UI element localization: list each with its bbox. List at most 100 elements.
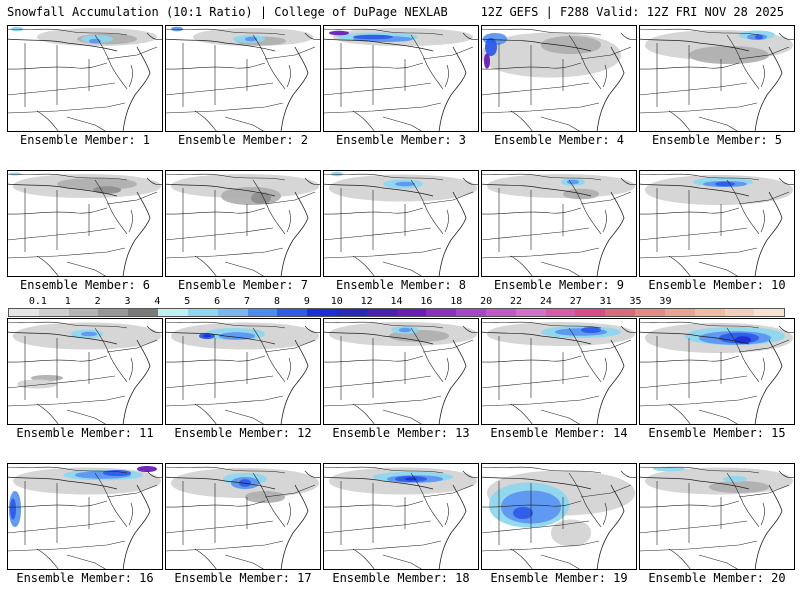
snowfall-map (481, 463, 637, 570)
legend-color-swatch (187, 309, 218, 316)
ensemble-member-panel: Ensemble Member: 7 (165, 170, 321, 320)
ensemble-member-panel: Ensemble Member: 5 (639, 25, 795, 175)
legend-tick-label: 4 (154, 296, 161, 307)
panel-label: Ensemble Member: 18 (332, 571, 470, 585)
ensemble-member-panel: Ensemble Member: 19 (481, 463, 637, 613)
snowfall-map (481, 170, 637, 277)
snowfall-map (639, 318, 795, 425)
legend-color-swatch (664, 309, 695, 316)
legend-color-swatch (605, 309, 636, 316)
ensemble-member-panel: Ensemble Member: 6 (7, 170, 163, 320)
panel-label: Ensemble Member: 10 (648, 278, 786, 292)
panel-label: Ensemble Member: 17 (174, 571, 312, 585)
ensemble-member-panel: Ensemble Member: 10 (639, 170, 795, 320)
map-title: Snowfall Accumulation (10:1 Ratio) | Col… (7, 5, 448, 19)
legend-color-swatch (128, 309, 159, 316)
legend-tick-label: 5 (184, 296, 191, 307)
legend-tick-label: 8 (273, 296, 280, 307)
legend-color-swatch (9, 309, 39, 316)
panel-label: Ensemble Member: 4 (493, 133, 625, 147)
legend-color-swatch (247, 309, 278, 316)
legend-color-swatch (366, 309, 397, 316)
legend-tick-label: 27 (569, 296, 582, 307)
snowfall-map (481, 25, 637, 132)
legend-tick-label: 0.1 (28, 296, 47, 307)
snowfall-map (323, 463, 479, 570)
legend-color-swatch (426, 309, 457, 316)
panel-label: Ensemble Member: 15 (648, 426, 786, 440)
ensemble-member-panel: Ensemble Member: 9 (481, 170, 637, 320)
panel-label: Ensemble Member: 14 (490, 426, 628, 440)
snowfall-map (7, 463, 163, 570)
legend-color-swatch (396, 309, 427, 316)
legend-tick-label: 2 (94, 296, 101, 307)
snowfall-map (323, 170, 479, 277)
ensemble-member-panel: Ensemble Member: 17 (165, 463, 321, 613)
snowfall-map (639, 25, 795, 132)
panel-label: Ensemble Member: 12 (174, 426, 312, 440)
ensemble-member-panel: Ensemble Member: 15 (639, 318, 795, 468)
legend-tick-label: 3 (124, 296, 131, 307)
snowfall-map (165, 318, 321, 425)
snowfall-map (7, 170, 163, 277)
snowfall-map (165, 170, 321, 277)
legend-color-swatch (575, 309, 606, 316)
panel-label: Ensemble Member: 2 (177, 133, 309, 147)
panel-label: Ensemble Member: 3 (335, 133, 467, 147)
panel-label: Ensemble Member: 16 (16, 571, 154, 585)
panel-label: Ensemble Member: 11 (16, 426, 154, 440)
panel-label: Ensemble Member: 1 (19, 133, 151, 147)
legend-tick-label: 22 (510, 296, 523, 307)
snowfall-color-legend: 0.1 1 2 3 4 5 6 7 8 9 10 12 14 16 18 20 22 24 27 31 35 39 (8, 296, 785, 318)
panel-label: Ensemble Member: 13 (332, 426, 470, 440)
legend-color-swatch (38, 309, 69, 316)
legend-color-swatch (545, 309, 576, 316)
legend-tick-label: 10 (330, 296, 343, 307)
panel-label: Ensemble Member: 6 (19, 278, 151, 292)
legend-color-swatch (515, 309, 546, 316)
panel-label: Ensemble Member: 7 (177, 278, 309, 292)
snowfall-map (7, 25, 163, 132)
legend-color-swatch (68, 309, 99, 316)
legend-tick-label: 9 (303, 296, 310, 307)
ensemble-member-panel: Ensemble Member: 11 (7, 318, 163, 468)
legend-tick-label: 39 (659, 296, 672, 307)
legend-tick-label: 20 (480, 296, 493, 307)
panel-label: Ensemble Member: 5 (651, 133, 783, 147)
legend-tick-label: 12 (360, 296, 373, 307)
legend-color-swatch (277, 309, 308, 316)
run-valid-time: 12Z GEFS | F288 Valid: 12Z FRI NOV 28 20… (480, 5, 784, 19)
legend-color-swatch (217, 309, 248, 316)
ensemble-member-panel: Ensemble Member: 12 (165, 318, 321, 468)
panel-label: Ensemble Member: 8 (335, 278, 467, 292)
panel-label: Ensemble Member: 9 (493, 278, 625, 292)
snowfall-map (323, 25, 479, 132)
legend-tick-label: 18 (450, 296, 463, 307)
legend-color-swatch (98, 309, 129, 316)
ensemble-member-panel: Ensemble Member: 2 (165, 25, 321, 175)
legend-color-bar (8, 308, 785, 317)
ensemble-member-panel: Ensemble Member: 14 (481, 318, 637, 468)
legend-color-swatch (694, 309, 725, 316)
snowfall-map (639, 170, 795, 277)
legend-color-swatch (456, 309, 486, 316)
legend-color-swatch (486, 309, 516, 316)
legend-tick-label: 35 (629, 296, 642, 307)
legend-tick-label: 7 (244, 296, 251, 307)
legend-color-swatch (724, 309, 755, 316)
legend-color-swatch (635, 309, 665, 316)
legend-tick-label: 24 (539, 296, 552, 307)
ensemble-member-panel: Ensemble Member: 1 (7, 25, 163, 175)
snowfall-map (639, 463, 795, 570)
snowfall-map (165, 463, 321, 570)
ensemble-member-panel: Ensemble Member: 18 (323, 463, 479, 613)
ensemble-member-panel: Ensemble Member: 4 (481, 25, 637, 175)
snowfall-map (323, 318, 479, 425)
legend-color-swatch (307, 309, 337, 316)
legend-color-swatch (754, 309, 785, 316)
panel-label: Ensemble Member: 20 (648, 571, 786, 585)
snowfall-map (165, 25, 321, 132)
ensemble-member-panel: Ensemble Member: 13 (323, 318, 479, 468)
ensemble-member-panel: Ensemble Member: 16 (7, 463, 163, 613)
snowfall-map (7, 318, 163, 425)
